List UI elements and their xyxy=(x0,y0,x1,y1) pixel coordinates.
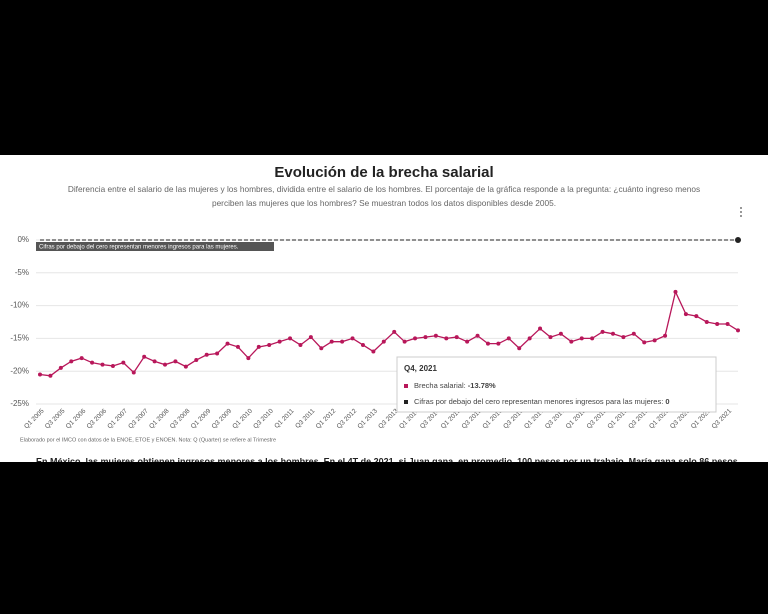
point xyxy=(704,320,709,324)
point xyxy=(642,340,647,345)
tooltip-swatch xyxy=(404,384,408,388)
point xyxy=(392,329,397,334)
point xyxy=(360,342,365,347)
point xyxy=(319,346,324,351)
point xyxy=(402,339,407,344)
point xyxy=(694,314,699,319)
point xyxy=(423,335,428,340)
point xyxy=(683,312,688,317)
y-tick-label: -25% xyxy=(10,399,29,408)
point xyxy=(433,333,438,338)
footnote: Elaborado por el IMCO con datos de la EN… xyxy=(20,437,276,443)
y-tick-label: -5% xyxy=(15,268,29,277)
point xyxy=(204,352,209,357)
point xyxy=(58,365,63,370)
y-tick-label: -15% xyxy=(10,334,29,343)
point xyxy=(90,360,95,365)
y-tick-label: -20% xyxy=(10,366,29,375)
point xyxy=(256,344,261,349)
tooltip-sep: : xyxy=(464,381,468,390)
point xyxy=(444,336,449,341)
tooltip-title: Q4, 2021 xyxy=(404,364,437,373)
point xyxy=(288,336,293,341)
point xyxy=(100,362,105,367)
point xyxy=(413,336,418,341)
point xyxy=(496,341,501,346)
point xyxy=(371,349,376,354)
tooltip-sep: : xyxy=(661,397,665,406)
point xyxy=(110,363,115,368)
point xyxy=(298,342,303,347)
point xyxy=(454,335,459,340)
point xyxy=(736,328,740,333)
point xyxy=(558,331,563,336)
point xyxy=(183,364,188,369)
annotation-box xyxy=(36,242,274,251)
point xyxy=(610,331,615,336)
point xyxy=(673,289,678,294)
point xyxy=(173,359,178,364)
subtitle: Diferencia entre el salario de las mujer… xyxy=(68,184,700,194)
point xyxy=(267,342,272,347)
point xyxy=(340,339,345,344)
point xyxy=(715,321,720,326)
point xyxy=(69,359,74,364)
body-text: En México, las mujeres obtienen ingresos… xyxy=(36,456,740,466)
menu-icon[interactable] xyxy=(740,207,742,217)
point xyxy=(350,336,355,341)
point xyxy=(465,339,470,344)
tooltip xyxy=(396,356,717,413)
point xyxy=(590,336,595,341)
point xyxy=(517,346,522,351)
point xyxy=(225,341,230,346)
y-tick-label: 0% xyxy=(17,235,29,244)
point xyxy=(38,372,42,377)
point xyxy=(215,351,220,356)
annotation: Cifras por debajo del cero representan m… xyxy=(39,245,239,251)
point xyxy=(48,373,53,378)
point xyxy=(631,331,636,336)
point xyxy=(194,358,199,363)
tooltip-value: 0 xyxy=(665,397,669,406)
point xyxy=(527,336,532,341)
point xyxy=(548,335,553,340)
point xyxy=(79,356,84,361)
point xyxy=(246,356,251,361)
point xyxy=(235,344,240,349)
point xyxy=(600,329,605,334)
point xyxy=(725,321,730,326)
point xyxy=(475,333,480,338)
tooltip-name: Brecha salarial xyxy=(414,381,464,390)
point xyxy=(152,359,157,364)
point xyxy=(621,335,626,340)
point xyxy=(277,339,282,344)
tooltip-item: Cifras por debajo del cero representan m… xyxy=(414,397,670,406)
subtitle: perciben las mujeres que los hombres? Se… xyxy=(212,198,556,208)
point xyxy=(735,237,741,243)
point xyxy=(569,339,574,344)
tooltip-value: -13.78% xyxy=(468,381,496,390)
point xyxy=(121,360,126,365)
point xyxy=(663,333,668,338)
point xyxy=(142,354,147,359)
chart-title: Evolución de la brecha salarial xyxy=(274,164,493,181)
tooltip-item: Brecha salarial: -13.78% xyxy=(414,381,496,390)
point xyxy=(652,338,657,343)
point xyxy=(506,336,511,341)
point xyxy=(131,370,136,375)
point xyxy=(163,362,168,367)
point xyxy=(579,336,584,341)
point xyxy=(485,341,490,346)
point xyxy=(308,335,313,340)
point xyxy=(538,326,543,331)
point xyxy=(381,339,386,344)
tooltip-name: Cifras por debajo del cero representan m… xyxy=(414,397,661,406)
point xyxy=(329,339,334,344)
bottom-bar xyxy=(0,462,768,614)
y-tick-label: -10% xyxy=(10,301,29,310)
tooltip-swatch xyxy=(404,400,408,404)
